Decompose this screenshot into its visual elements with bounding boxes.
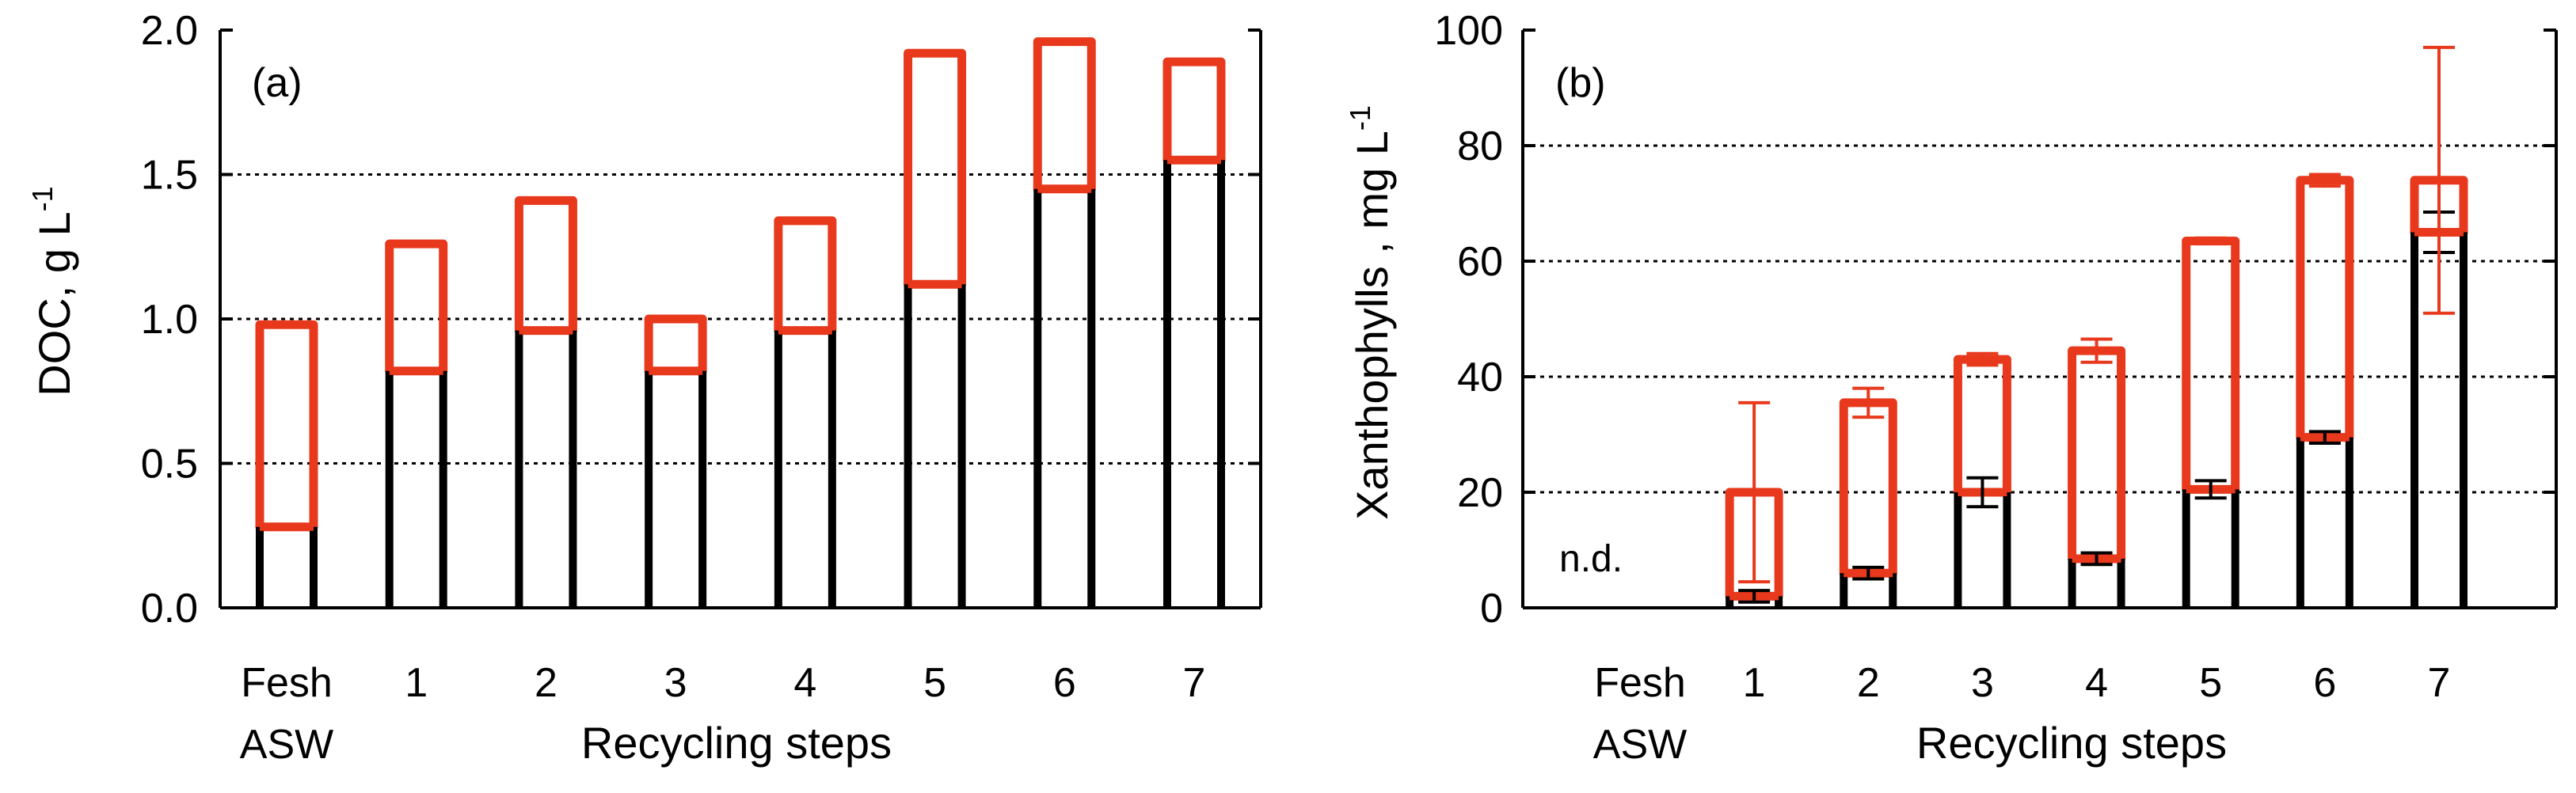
chart-a-bar-lower-5	[904, 284, 966, 608]
chart-b-bar-upper-6	[2296, 176, 2354, 442]
chart-a-panel-label: (a)	[252, 60, 302, 106]
chart-b-errorbar-lower-1	[1738, 589, 1771, 604]
chart-a-category-label-1: 1	[405, 660, 428, 706]
chart-a-bar-upper-6	[1033, 37, 1096, 194]
chart-b-errorbar-lower-3	[1966, 476, 1999, 509]
chart-a-bar-upper-4	[774, 216, 837, 336]
chart-b-bar-upper-3	[1953, 355, 2011, 497]
chart-b-category-label-5: 5	[2199, 660, 2222, 706]
chart-a-x-axis-label: Recycling steps	[581, 718, 892, 768]
chart-b: (b) n.d. Recycling steps ASW Xanthophyll…	[1344, 8, 2558, 768]
chart-a-bar-upper-5	[904, 48, 967, 289]
chart-b-bar-lower-5	[2182, 489, 2239, 608]
chart-b-errorbar-upper-2	[1852, 386, 1885, 419]
chart-a-bar-lower-6	[1033, 188, 1096, 608]
chart-b-bar-lower-2	[1840, 573, 1897, 608]
chart-a: (a) Recycling steps ASW DOC, g L-1 Fesh 1…	[26, 8, 1262, 768]
chart-b-y-tick-label-4: 80	[1457, 123, 1503, 169]
chart-a-bar-lower-7	[1163, 160, 1225, 608]
chart-a-bar-lower-2	[515, 330, 577, 608]
chart-b-category-label-3: 3	[1971, 660, 1994, 706]
chart-b-bar-lower-6	[2296, 437, 2353, 608]
chart-b-y-axis-label-superscript: -1	[1344, 105, 1376, 131]
chart-b-bar-lower-3	[1954, 492, 2011, 608]
chart-b-y-tick-label-5: 100	[1434, 8, 1503, 54]
chart-a-y-tick-label-0: 0.0	[141, 586, 198, 632]
chart-a-bar-lower-4	[774, 330, 836, 608]
chart-b-errorbar-upper-5	[2194, 236, 2227, 246]
chart-a-y-axis-label-superscript: -1	[26, 186, 59, 211]
chart-b-y-axis-label: Xanthophylls , mg L-1	[1344, 105, 1397, 520]
chart-b-y-tick-label-2: 40	[1457, 355, 1503, 400]
chart-a-category-label-3: 3	[664, 660, 687, 706]
chart-a-y-tick-label-3: 1.5	[141, 153, 198, 199]
chart-b-annotation: n.d.	[1559, 538, 1623, 580]
chart-b-errorbar-lower-6	[2308, 430, 2341, 445]
chart-a-bar-upper-0	[255, 320, 318, 532]
chart-b-panel-label: (b)	[1555, 60, 1606, 106]
chart-a-bar-upper-3	[644, 314, 707, 376]
chart-a-category-label-0: Fesh	[241, 660, 333, 706]
chart-b-category-label-4: 4	[2085, 660, 2108, 706]
chart-b-y-tick-label-1: 20	[1457, 470, 1503, 516]
chart-b-bar-upper-5	[2182, 236, 2240, 494]
chart-a-bar-lower-3	[645, 370, 707, 608]
chart-b-errorbar-lower-5	[2194, 479, 2227, 500]
chart-panel-a: (a) Recycling steps ASW DOC, g L-1 Fesh 1…	[26, 8, 1262, 768]
chart-a-bar-lower-0	[256, 526, 318, 608]
chart-b-category-label-7: 7	[2428, 660, 2451, 706]
chart-b-x-axis-label: Recycling steps	[1916, 718, 2227, 768]
chart-b-errorbar-lower-4	[2080, 551, 2113, 567]
chart-b-category-label-6: 6	[2313, 660, 2336, 706]
chart-panel-b: (b) n.d. Recycling steps ASW Xanthophyll…	[1288, 0, 2576, 793]
chart-b-errorbar-upper-1	[1738, 400, 1771, 584]
chart-b-errorbar-lower-2	[1852, 565, 1885, 581]
chart-b-y-axis-label-main: Xanthophylls , mg L	[1347, 131, 1397, 520]
chart-a-y-axis-label-main: DOC, g L	[29, 211, 79, 396]
chart-b-errorbar-upper-7	[2423, 45, 2455, 315]
chart-b-category-label-1: 1	[1743, 660, 1766, 706]
chart-b-category-label-2: 2	[1857, 660, 1880, 706]
chart-a-category-label-6: 6	[1053, 660, 1076, 706]
chart-a-y-tick-label-2: 1.0	[141, 297, 198, 343]
chart-a-category-label-5: 5	[923, 660, 946, 706]
chart-a-category-label-7: 7	[1183, 660, 1206, 706]
chart-b-category-label-0: Fesh	[1594, 660, 1686, 706]
chart-b-bar-lower-7	[2410, 232, 2468, 608]
chart-a-y-tick-label-1: 0.5	[141, 442, 198, 488]
chart-b-y-tick-label-3: 60	[1457, 239, 1503, 285]
chart-a-bar-upper-1	[385, 239, 448, 376]
chart-b-first-category-line2: ASW	[1593, 722, 1687, 768]
chart-b-errorbar-upper-3	[1966, 351, 1999, 367]
chart-a-bar-upper-7	[1162, 57, 1226, 165]
chart-a-category-label-4: 4	[793, 660, 816, 706]
chart-b-bar-lower-4	[2068, 558, 2125, 608]
chart-a-y-axis-label: DOC, g L-1	[26, 186, 79, 396]
chart-a-bar-lower-1	[385, 370, 447, 608]
chart-a-y-tick-label-4: 2.0	[141, 8, 198, 54]
chart-b-errorbar-upper-4	[2080, 337, 2113, 364]
chart-b-bar-upper-4	[2068, 346, 2126, 563]
chart-a-bar-upper-2	[514, 195, 577, 336]
chart-a-category-label-2: 2	[535, 660, 557, 706]
chart-b-errorbar-upper-6	[2308, 173, 2341, 188]
chart-b-bar-upper-2	[1839, 398, 1897, 578]
chart-b-y-tick-label-0: 0	[1480, 586, 1503, 632]
chart-a-first-category-line2: ASW	[240, 722, 333, 768]
